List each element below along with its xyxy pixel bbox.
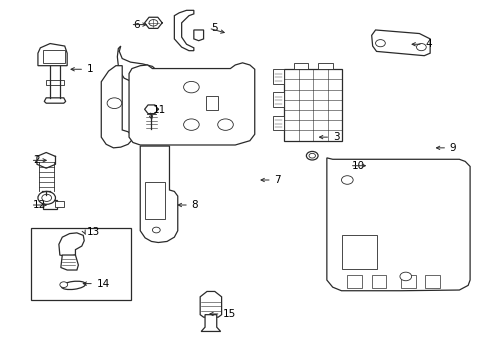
Text: 2: 2 (33, 156, 40, 165)
Bar (43, 50, 65, 63)
Bar (318, 63, 333, 69)
Text: 12: 12 (33, 200, 47, 210)
Circle shape (184, 119, 199, 130)
Circle shape (416, 44, 426, 51)
Bar (294, 63, 308, 69)
Text: 5: 5 (211, 23, 218, 33)
Circle shape (306, 152, 318, 160)
Bar (30, 228, 130, 300)
Bar (273, 116, 284, 130)
Text: 9: 9 (450, 143, 456, 153)
Circle shape (218, 119, 233, 130)
Polygon shape (372, 30, 430, 56)
Polygon shape (201, 315, 220, 332)
Bar (55, 201, 64, 207)
Circle shape (38, 192, 55, 204)
Polygon shape (101, 66, 132, 148)
Circle shape (107, 98, 122, 109)
Circle shape (149, 19, 158, 26)
Bar (343, 235, 376, 269)
Circle shape (42, 194, 51, 202)
Bar (46, 80, 64, 85)
Text: 15: 15 (223, 309, 236, 319)
Bar (43, 200, 57, 208)
Bar (206, 96, 218, 111)
Polygon shape (327, 158, 470, 291)
Bar (145, 182, 165, 219)
Text: 3: 3 (333, 132, 339, 142)
Text: 7: 7 (274, 175, 281, 185)
Bar (273, 93, 284, 107)
Polygon shape (140, 146, 178, 243)
Bar (347, 275, 362, 288)
Bar (401, 275, 416, 288)
Circle shape (184, 81, 199, 93)
Polygon shape (174, 10, 194, 51)
Text: 13: 13 (87, 227, 100, 237)
Bar (273, 69, 284, 84)
Circle shape (152, 227, 160, 233)
Circle shape (309, 153, 316, 158)
Bar (372, 275, 386, 288)
Polygon shape (44, 98, 66, 103)
Text: 6: 6 (133, 19, 140, 30)
Text: 10: 10 (352, 161, 366, 171)
Text: 11: 11 (152, 105, 166, 115)
Polygon shape (200, 292, 221, 317)
Bar (425, 275, 440, 288)
Text: 4: 4 (425, 39, 432, 49)
Bar (284, 69, 343, 141)
Text: 8: 8 (192, 200, 198, 210)
Circle shape (60, 282, 68, 288)
Polygon shape (194, 30, 203, 41)
Polygon shape (129, 63, 255, 145)
Polygon shape (38, 44, 67, 66)
Circle shape (342, 176, 353, 184)
Text: 1: 1 (87, 64, 93, 74)
Polygon shape (117, 46, 157, 83)
Circle shape (400, 272, 412, 281)
Circle shape (375, 40, 385, 47)
Polygon shape (61, 255, 78, 270)
Ellipse shape (61, 281, 86, 289)
Polygon shape (59, 233, 84, 257)
Text: 14: 14 (97, 279, 110, 289)
